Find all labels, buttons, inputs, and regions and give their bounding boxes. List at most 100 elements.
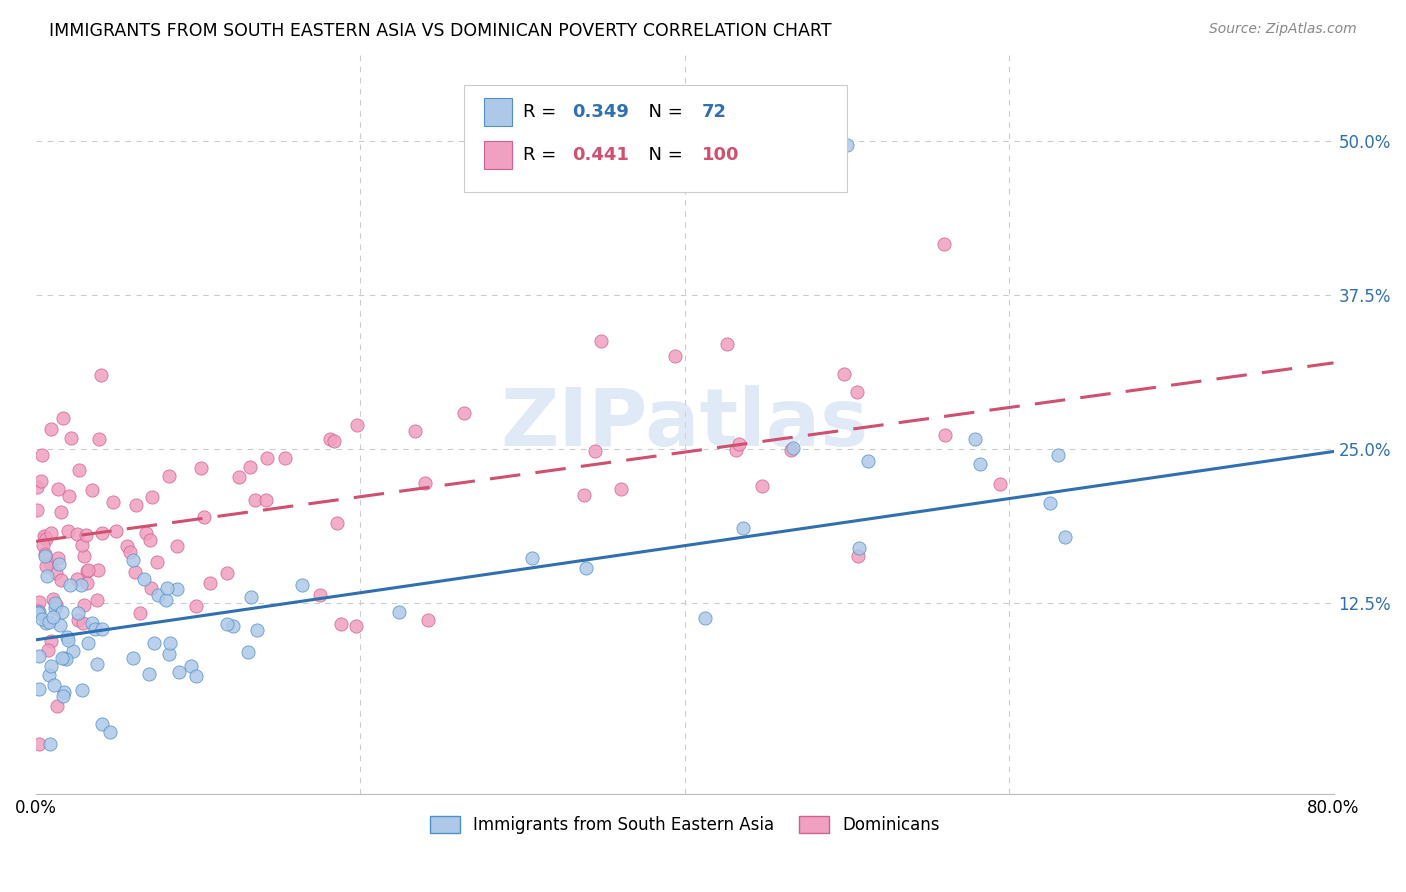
Point: [90, 368, 112, 382]
Point: [728, 437, 751, 451]
Point: [75, 528, 97, 542]
Point: [416, 613, 439, 627]
Point: [103, 495, 125, 509]
Point: [56, 524, 79, 538]
Point: [122, 553, 145, 567]
Point: [146, 555, 169, 569]
Point: [86, 657, 108, 671]
Point: [42, 592, 65, 607]
Point: [34, 530, 56, 544]
Point: [39, 659, 62, 673]
Point: [934, 427, 956, 442]
Point: [319, 433, 342, 447]
Point: [139, 533, 162, 548]
Point: [122, 650, 145, 665]
Point: [44, 596, 66, 610]
Point: [35, 569, 58, 583]
Text: IMMIGRANTS FROM SOUTH EASTERN ASIA VS DOMINICAN POVERTY CORRELATION CHART: IMMIGRANTS FROM SOUTH EASTERN ASIA VS DO…: [49, 22, 832, 40]
Point: [124, 565, 146, 579]
Point: [39, 557, 62, 571]
Point: [30, 475, 52, 489]
Point: [141, 490, 163, 504]
Point: [69, 578, 91, 592]
Point: [193, 510, 215, 524]
Point: [988, 477, 1011, 491]
FancyBboxPatch shape: [484, 141, 512, 169]
Point: [37, 643, 59, 657]
Text: 0.441: 0.441: [572, 146, 628, 164]
Point: [34, 532, 56, 546]
Point: [159, 636, 181, 650]
Point: [82, 483, 104, 497]
Point: [239, 459, 262, 474]
Point: [848, 541, 870, 555]
Point: [55, 652, 77, 666]
Point: [52, 411, 75, 425]
Point: [1053, 530, 1076, 544]
Point: [693, 611, 716, 625]
Point: [56, 633, 79, 648]
Point: [404, 424, 426, 438]
Point: [725, 443, 748, 458]
Point: [86, 592, 108, 607]
Point: [245, 624, 267, 638]
Point: [66, 572, 89, 586]
Point: [48, 558, 70, 572]
Point: [31, 612, 53, 626]
Point: [583, 444, 606, 458]
Point: [44, 600, 66, 615]
FancyBboxPatch shape: [464, 85, 846, 192]
Point: [56, 630, 79, 644]
Point: [27, 503, 49, 517]
Point: [520, 551, 543, 566]
Point: [215, 566, 238, 580]
Text: R =: R =: [523, 146, 561, 164]
Point: [166, 582, 188, 597]
Point: [135, 525, 157, 540]
Point: [846, 549, 869, 564]
Point: [858, 454, 880, 468]
Point: [186, 668, 208, 682]
Point: [87, 563, 110, 577]
Point: [751, 479, 773, 493]
Point: [38, 738, 60, 752]
Point: [239, 590, 262, 604]
Point: [66, 526, 89, 541]
Point: [1046, 448, 1069, 462]
Point: [34, 549, 56, 563]
Text: 0.349: 0.349: [572, 103, 628, 121]
Text: N =: N =: [637, 103, 682, 121]
Point: [129, 606, 152, 620]
Point: [254, 493, 277, 508]
Point: [413, 475, 436, 490]
Point: [190, 461, 212, 475]
Point: [28, 682, 51, 697]
Point: [969, 457, 991, 471]
Point: [67, 463, 90, 477]
Point: [46, 550, 69, 565]
Point: [139, 581, 162, 595]
Point: [72, 616, 94, 631]
Point: [308, 588, 330, 602]
Point: [1039, 496, 1062, 510]
Point: [274, 450, 297, 465]
Point: [134, 572, 156, 586]
Point: [32, 529, 55, 543]
Point: [716, 337, 738, 351]
Point: [834, 367, 856, 381]
Point: [66, 613, 89, 627]
Point: [51, 651, 73, 665]
Point: [70, 538, 93, 552]
Point: [76, 563, 98, 577]
Text: N =: N =: [637, 146, 682, 164]
Point: [25, 480, 48, 494]
Point: [77, 636, 100, 650]
Point: [39, 525, 62, 540]
Point: [138, 667, 160, 681]
Point: [167, 665, 190, 679]
Text: ZIPatlas: ZIPatlas: [501, 385, 869, 464]
Point: [70, 683, 93, 698]
Point: [217, 616, 239, 631]
Point: [27, 604, 49, 618]
Point: [228, 470, 250, 484]
